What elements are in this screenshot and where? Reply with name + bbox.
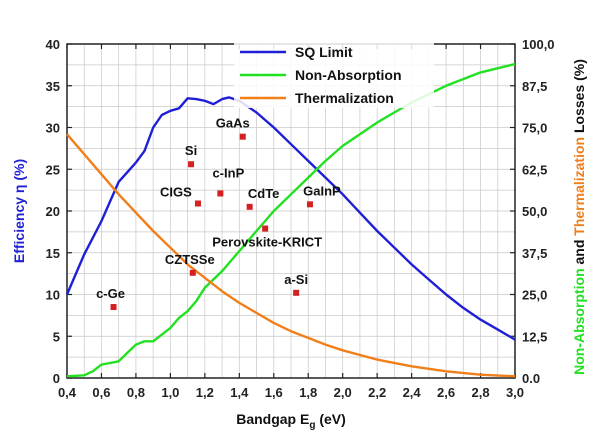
y-tick-label: 20 (46, 204, 60, 219)
legend: SQ Limit Non-Absorption Thermalization (234, 42, 434, 108)
y2-tick-label: 100,0 (522, 37, 555, 52)
x-tick-label: 1,4 (230, 385, 249, 400)
y2-label-nonabsorption: Non-Absorption (571, 268, 587, 375)
material-label: GaAs (216, 116, 250, 131)
material-label: GaInP (303, 183, 341, 198)
x-tick-label: 1,2 (196, 385, 214, 400)
thermalization-line (66, 133, 516, 378)
y2-tick-label: 62,5 (522, 162, 547, 177)
material-marker (189, 269, 196, 276)
legend-label: Thermalization (295, 90, 394, 106)
material-markers: c-Ge Si CIGS c-InP GaAs CdTe Perovskite-KRICT G… (96, 116, 341, 311)
material-label: c-InP (212, 165, 244, 180)
non-absorption-line (66, 62, 516, 378)
material-marker (246, 203, 253, 210)
y-tick-label: 15 (46, 246, 60, 261)
x-tick-label: 2,4 (403, 385, 422, 400)
y-axis-label: Efficiency η (%) (11, 159, 27, 263)
x-tick-label: 0,6 (92, 385, 110, 400)
y2-tick-label: 12,5 (522, 329, 547, 344)
y-tick-label: 30 (46, 121, 60, 136)
y2-label-losses: Losses (%) (571, 59, 587, 137)
material-label: Perovskite-KRICT (212, 235, 322, 250)
material-marker (188, 161, 195, 168)
x-tick-label: 2,6 (437, 385, 455, 400)
x-tick-label: 2,0 (334, 385, 352, 400)
material-marker (306, 201, 313, 208)
x-tick-label: 1,0 (161, 385, 179, 400)
y2-tick-label: 75,0 (522, 121, 547, 136)
y-tick-label: 25 (46, 162, 60, 177)
legend-label: Non-Absorption (295, 67, 402, 83)
material-marker (110, 304, 117, 311)
y2-tick-label: 37,5 (522, 246, 547, 261)
x-tick-label: 1,8 (299, 385, 317, 400)
x-tick-label: 0,4 (58, 385, 77, 400)
material-marker (239, 133, 246, 140)
y-tick-label: 10 (46, 288, 60, 303)
y2-label-thermalization: Thermalization (571, 137, 587, 236)
material-marker (194, 200, 201, 207)
x-axis-label: Bandgap Eg (eV) (236, 411, 346, 431)
material-marker (293, 289, 300, 296)
y2-label-and: and (571, 236, 587, 269)
x-tick-label: 2,2 (368, 385, 386, 400)
y-tick-label: 5 (53, 329, 60, 344)
y2-axis-label: Non-Absorption and Thermalization Losses… (571, 59, 587, 375)
x-tick-label: 2,8 (471, 385, 489, 400)
legend-label: SQ Limit (295, 44, 353, 60)
x-tick-label: 1,6 (265, 385, 283, 400)
x-tick-label: 3,0 (506, 385, 524, 400)
material-marker (217, 190, 224, 197)
material-label: c-Ge (96, 286, 125, 301)
y2-tick-label: 0.0 (522, 371, 540, 386)
material-marker (262, 225, 269, 232)
material-label: Si (185, 143, 197, 158)
y-tick-label: 35 (46, 79, 60, 94)
y2-tick-label: 50,0 (522, 204, 547, 219)
material-label: CIGS (160, 184, 192, 199)
material-label: CdTe (248, 186, 280, 201)
material-label: CZTSSe (165, 252, 215, 267)
material-label: a-Si (284, 272, 308, 287)
y2-tick-label: 87,5 (522, 79, 547, 94)
y-tick-label: 40 (46, 37, 60, 52)
y-tick-label: 0 (53, 371, 60, 386)
axis-ticks: 0,4 0,6 0,8 1,0 1,2 1,4 1,6 1,8 2,0 2,2 2,4 2,6 2,8 3… (46, 37, 555, 400)
y2-tick-label: 25,0 (522, 288, 547, 303)
x-tick-label: 0,8 (127, 385, 145, 400)
